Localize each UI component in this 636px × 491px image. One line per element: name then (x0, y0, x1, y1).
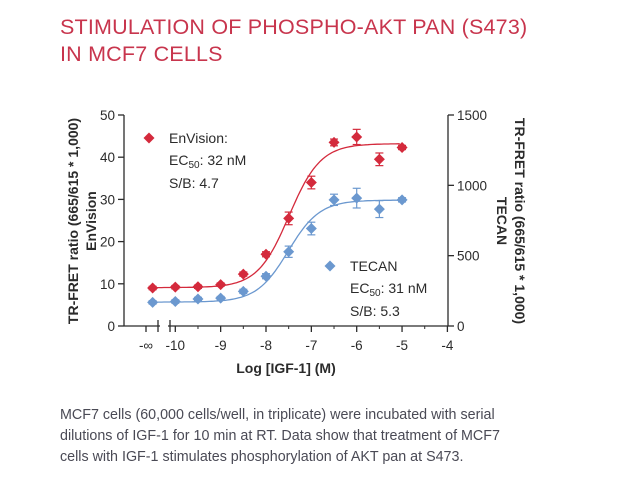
x-tick-label: -10 (166, 338, 186, 353)
envision-data-point (373, 153, 385, 165)
y-left-tick-label: 10 (100, 277, 115, 292)
tecan-data-point (283, 246, 295, 258)
envision-data-point (283, 212, 295, 224)
axis-labels: Log [IGF-1] (M) TR-FRET ratio (665/615 * … (65, 118, 528, 376)
title-line-2: IN MCF7 CELLS (60, 42, 223, 66)
x-tick-label: -5 (396, 338, 408, 353)
tecan-data-point (305, 223, 317, 235)
caption-line-2: dilutions of IGF-1 for 10 min at RT. Dat… (60, 428, 500, 444)
envision-data-point (396, 141, 408, 153)
caption-line-1: MCF7 cells (60,000 cells/well, in tripli… (60, 407, 495, 423)
y-left-axis-label: TR-FRET ratio (665/615 * 1,000) (65, 118, 81, 324)
tecan-data-point (373, 203, 385, 215)
envision-data-point (328, 136, 340, 148)
x-tick-label: -7 (305, 338, 317, 353)
y-right-axis-sublabel: TECAN (494, 197, 510, 245)
chart-title: STIMULATION OF PHOSPHO-AKT PAN (S473) IN… (60, 14, 620, 68)
tecan-data-point (351, 192, 363, 204)
x-tick-label: -9 (215, 338, 227, 353)
envision-legend-sb: S/B: 4.7 (169, 175, 219, 191)
y-right-tick-label: 1000 (457, 178, 487, 193)
x-tick-label: -6 (351, 338, 363, 353)
y-right-axis-label: TR-FRET ratio (665/615 * 1,000) (512, 118, 528, 324)
x-tick-label: -8 (260, 338, 272, 353)
tecan-data-point (215, 292, 227, 304)
envision-legend-marker (143, 132, 155, 144)
x-tick-label: -4 (441, 338, 453, 353)
x-tick-label: -∞ (139, 338, 153, 353)
envision-legend-ec50: EC50: 32 nM (169, 152, 246, 171)
y-left-tick-label: 0 (107, 319, 115, 334)
tecan-legend-sb: S/B: 5.3 (350, 303, 400, 319)
x-axis-label: Log [IGF-1] (M) (236, 360, 336, 376)
data-points (147, 128, 408, 308)
envision-data-point (192, 281, 204, 293)
title-line-1: STIMULATION OF PHOSPHO-AKT PAN (S473) (60, 15, 528, 39)
tecan-data-point (237, 285, 249, 297)
tecan-data-point (396, 194, 408, 206)
tecan-data-point (192, 293, 204, 305)
envision-data-point (215, 279, 227, 291)
tecan-legend-ec50: EC50: 31 nM (350, 280, 427, 299)
envision-legend-label: EnVision: (169, 130, 228, 146)
envision-data-point (237, 268, 249, 280)
tecan-legend-label: TECAN (350, 258, 397, 274)
tecan-data-point (328, 194, 340, 206)
tecan-data-point (169, 296, 181, 308)
tecan-data-point (260, 270, 272, 282)
envision-data-point (260, 248, 272, 260)
y-left-tick-label: 50 (100, 108, 115, 123)
figure-caption: MCF7 cells (60,000 cells/well, in tripli… (60, 405, 626, 468)
y-left-tick-label: 30 (100, 192, 115, 207)
tecan-legend-marker (324, 260, 336, 272)
y-left-tick-label: 20 (100, 235, 115, 250)
y-left-tick-label: 40 (100, 150, 115, 165)
chart-legend: EnVision: EC50: 32 nM S/B: 4.7 TECAN EC50: 3… (143, 130, 427, 319)
caption-line-3: cells with IGF-1 stimulates phosphorylat… (60, 449, 464, 465)
y-left-axis-sublabel: EnVision (83, 191, 99, 251)
y-right-tick-label: 0 (457, 319, 465, 334)
envision-data-point (351, 131, 363, 143)
y-right-tick-label: 1500 (457, 108, 487, 123)
envision-data-point (147, 282, 159, 294)
y-right-tick-label: 500 (457, 249, 480, 264)
envision-data-point (305, 177, 317, 189)
envision-data-point (169, 281, 181, 293)
tecan-data-point (147, 296, 159, 308)
